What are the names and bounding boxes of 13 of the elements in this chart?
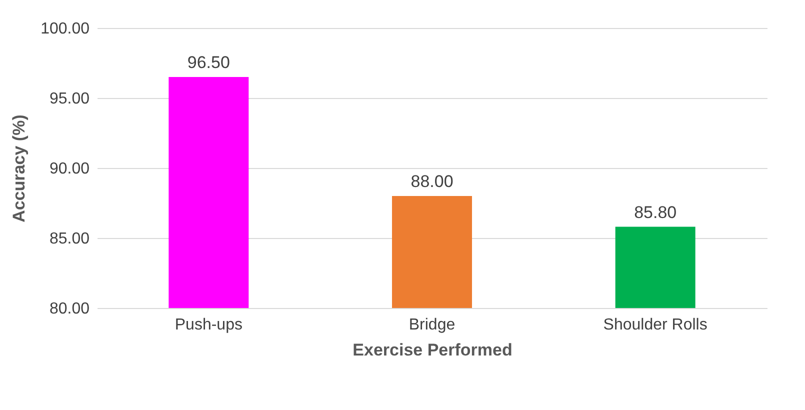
data-label: 88.00 (410, 172, 454, 191)
y-tick-label: 90.00 (49, 160, 90, 178)
x-tick-label: Push-ups (174, 316, 242, 334)
data-label: 96.50 (187, 53, 230, 72)
data-label: 85.80 (634, 202, 677, 222)
y-tick-label: 85.00 (49, 230, 90, 248)
y-tick-label: 95.00 (49, 90, 90, 108)
x-axis-title: Exercise Performed (352, 340, 512, 360)
y-tick-label: 100.00 (40, 20, 90, 38)
x-tick-label: Bridge (408, 316, 456, 334)
y-tick-label: 80.00 (49, 300, 90, 318)
x-tick-label: Shoulder Rolls (603, 316, 708, 334)
y-axis-title: Accuracy (%) (10, 114, 29, 222)
